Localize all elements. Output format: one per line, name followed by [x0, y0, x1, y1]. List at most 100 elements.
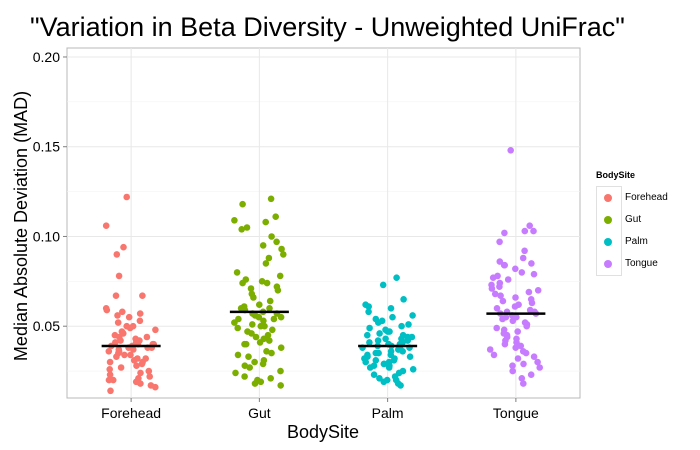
legend-key — [597, 209, 619, 232]
data-point — [270, 315, 278, 323]
data-point — [146, 373, 153, 380]
data-point — [251, 380, 259, 387]
x-tick-label: Forehead — [101, 405, 161, 421]
data-point — [246, 364, 253, 371]
data-point — [107, 387, 114, 395]
data-point — [370, 371, 378, 379]
data-point — [113, 353, 120, 361]
data-point — [521, 227, 529, 235]
data-point — [266, 337, 273, 344]
data-point — [247, 285, 255, 292]
data-point — [143, 333, 151, 341]
data-point — [273, 238, 280, 246]
data-point — [500, 261, 508, 269]
data-point — [518, 269, 526, 276]
data-point — [257, 378, 265, 386]
data-point — [265, 254, 273, 262]
data-point — [364, 331, 371, 339]
y-axis-label: Median Absolute Deviation (MAD) — [11, 91, 31, 361]
data-point — [277, 313, 285, 321]
x-axis-label: BodySite — [287, 422, 359, 442]
legend-items: Forehead Gut Palm Tongue — [596, 186, 668, 276]
data-point — [259, 242, 267, 249]
data-point — [262, 260, 270, 267]
data-point — [384, 328, 392, 335]
data-point — [490, 351, 498, 359]
data-point — [263, 348, 270, 355]
data-point — [112, 292, 120, 300]
data-point — [137, 380, 144, 387]
data-point — [250, 294, 257, 301]
legend-item: Gut — [597, 209, 641, 232]
data-point — [260, 317, 267, 325]
data-point — [234, 324, 241, 332]
data-point — [534, 287, 542, 294]
x-tick-label: Tongue — [493, 405, 539, 421]
data-point — [114, 319, 122, 326]
data-point — [489, 274, 497, 282]
legend-item: Forehead — [597, 187, 668, 210]
data-point — [385, 364, 393, 371]
data-point — [114, 312, 121, 319]
data-point — [501, 340, 509, 348]
data-point — [380, 378, 388, 386]
legend-item: Palm — [597, 231, 648, 254]
data-point — [125, 313, 133, 321]
data-point — [123, 193, 130, 201]
data-point — [251, 358, 258, 366]
data-point — [528, 299, 536, 307]
data-point — [277, 382, 285, 389]
data-point — [115, 272, 123, 280]
data-point — [536, 364, 543, 371]
data-point — [530, 270, 538, 278]
data-point — [376, 375, 383, 382]
legend-label: Forehead — [625, 192, 668, 203]
data-point — [365, 308, 372, 316]
x-tick-label: Palm — [372, 405, 404, 421]
legend: BodySite Forehead Gut Palm Tongue — [596, 170, 700, 276]
data-point — [518, 375, 526, 382]
data-point — [233, 269, 241, 276]
data-point — [393, 274, 400, 282]
legend-key — [597, 187, 619, 210]
data-point — [231, 217, 238, 224]
data-point — [380, 360, 388, 368]
data-point — [241, 373, 248, 380]
data-point — [268, 349, 275, 357]
data-point — [512, 265, 519, 273]
data-point — [376, 330, 383, 337]
data-point — [365, 303, 373, 310]
data-point — [375, 349, 382, 357]
data-point — [105, 348, 113, 355]
data-point — [117, 337, 124, 344]
data-point — [493, 305, 501, 312]
data-point — [117, 364, 125, 371]
data-point — [366, 324, 373, 332]
data-point — [522, 349, 530, 357]
data-point — [530, 227, 537, 235]
legend-key — [597, 231, 619, 254]
data-point — [509, 362, 516, 370]
data-point — [379, 281, 387, 289]
data-point — [514, 328, 521, 335]
data-point — [382, 335, 389, 343]
legend-item: Tongue — [597, 253, 658, 276]
data-point — [252, 333, 260, 341]
data-point — [239, 200, 246, 208]
data-point — [517, 342, 525, 350]
data-point — [520, 360, 527, 368]
data-point — [277, 367, 284, 375]
x-tick-label: Gut — [248, 405, 271, 421]
data-point — [496, 238, 503, 246]
data-point — [525, 288, 533, 296]
data-point — [527, 371, 535, 379]
data-point — [267, 375, 275, 382]
y-tick-label: 0.15 — [33, 139, 60, 155]
data-point — [231, 319, 238, 326]
data-point — [152, 326, 159, 334]
data-point — [276, 272, 284, 280]
data-point — [248, 330, 255, 337]
legend-label: Palm — [625, 236, 648, 247]
legend-swatch — [604, 238, 612, 246]
data-point — [120, 243, 127, 251]
